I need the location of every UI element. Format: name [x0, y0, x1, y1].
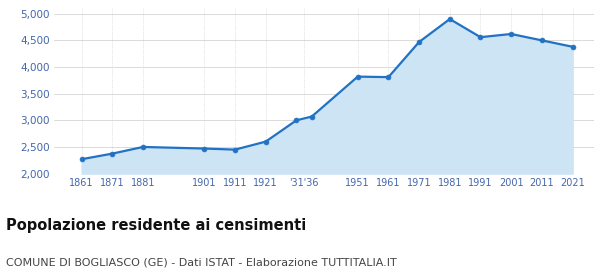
Text: COMUNE DI BOGLIASCO (GE) - Dati ISTAT - Elaborazione TUTTITALIA.IT: COMUNE DI BOGLIASCO (GE) - Dati ISTAT - …: [6, 258, 397, 268]
Text: Popolazione residente ai censimenti: Popolazione residente ai censimenti: [6, 218, 306, 234]
